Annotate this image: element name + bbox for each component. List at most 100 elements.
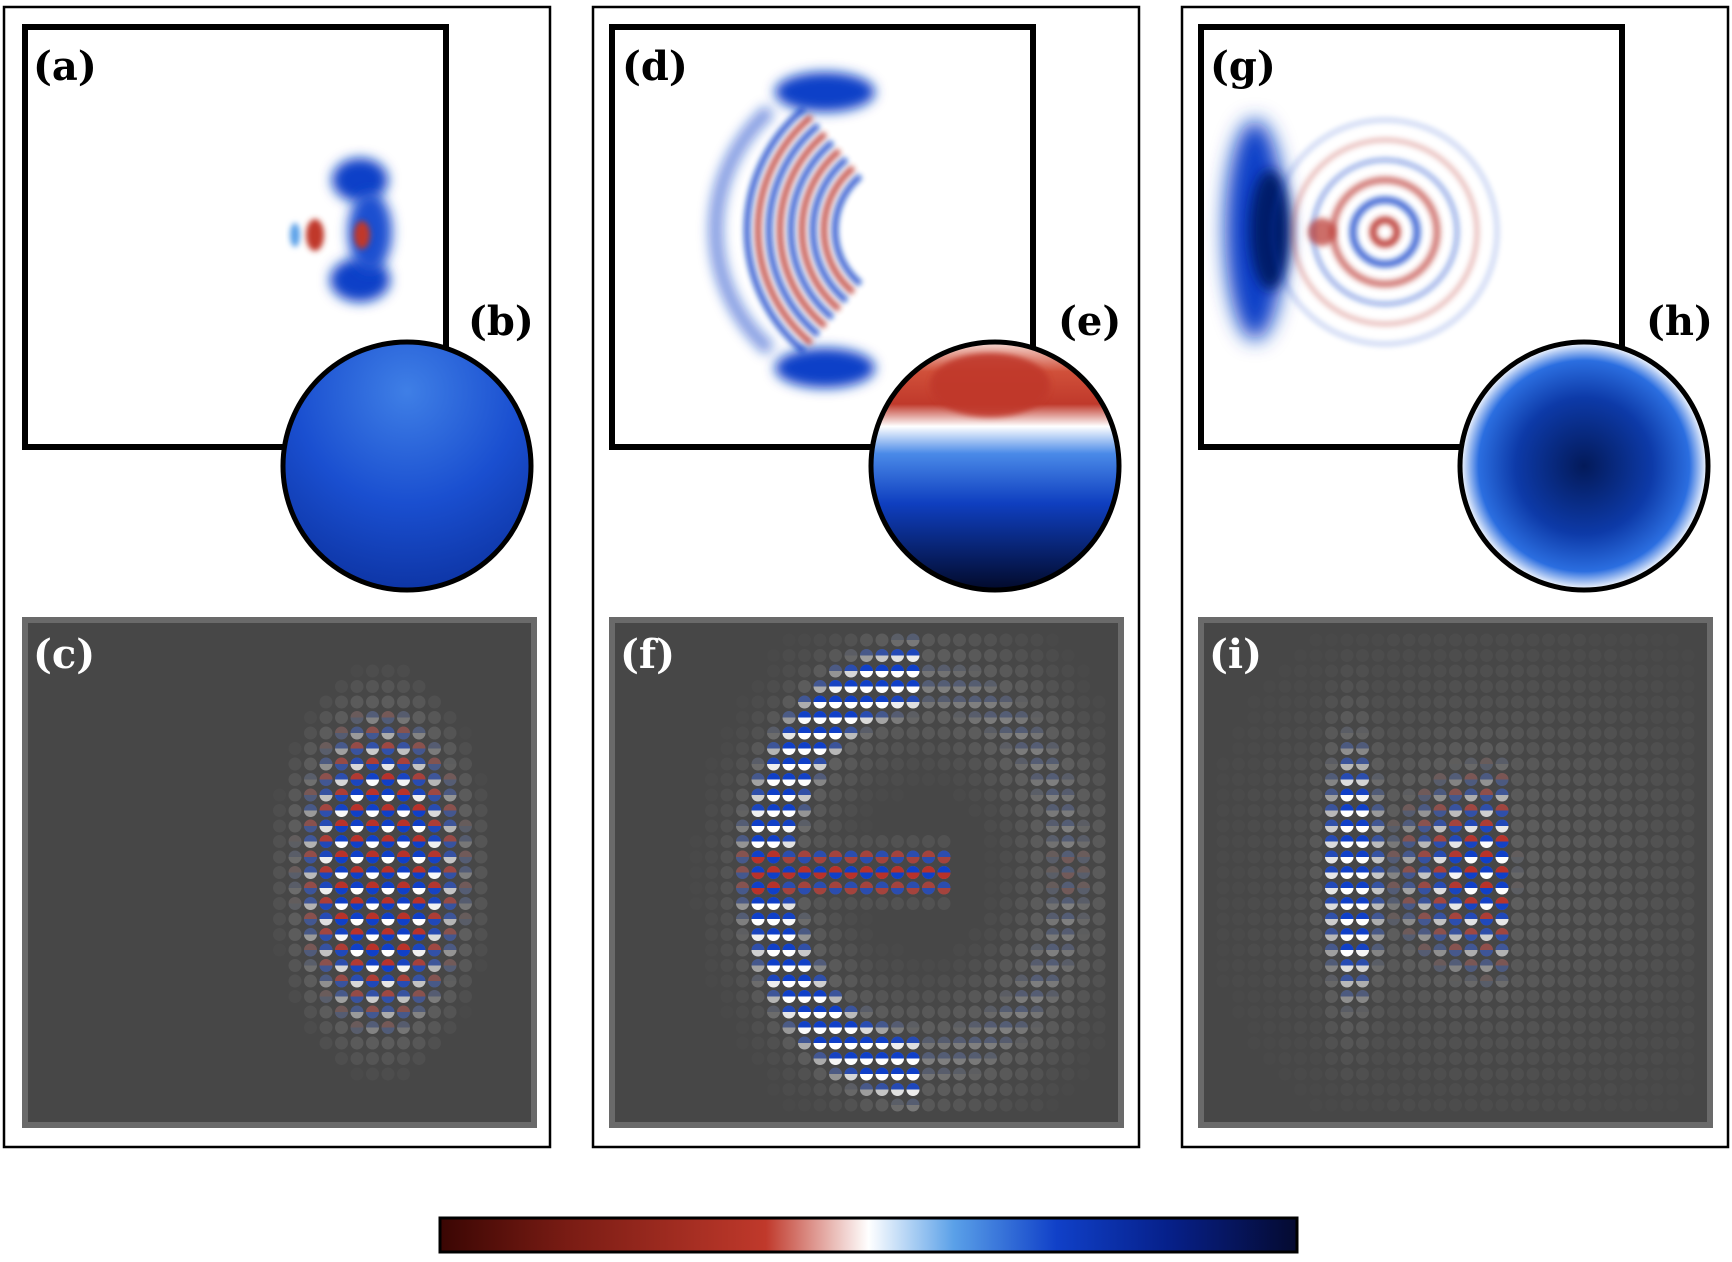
lattice-dot-half <box>304 804 317 811</box>
lattice-dot-half <box>397 748 410 755</box>
lattice-dot-half <box>397 804 410 811</box>
lattice-dot-half <box>1449 919 1462 926</box>
lattice-dot <box>1263 959 1276 972</box>
lattice-dot-half <box>412 788 426 795</box>
lattice-dot <box>844 990 858 1003</box>
lattice-dot-half <box>906 649 920 656</box>
lattice-dot-half <box>319 773 333 780</box>
lattice-dot <box>968 1005 982 1019</box>
lattice-dot-half <box>844 1074 858 1081</box>
lattice-dot-half <box>1325 959 1338 966</box>
lattice-dot-half <box>875 711 889 718</box>
lattice-dot <box>984 850 997 864</box>
wave-arc <box>832 173 863 287</box>
lattice-dot <box>1402 897 1416 910</box>
lattice-dot-half <box>1387 835 1401 842</box>
lattice-dot <box>1030 990 1044 1003</box>
lattice-dot <box>459 742 472 755</box>
lattice-dot <box>1046 804 1059 817</box>
lattice-dot <box>1325 1036 1338 1050</box>
lattice-dot <box>1263 1021 1276 1034</box>
lattice-dot <box>1433 990 1447 1003</box>
lattice-dot <box>1650 881 1664 895</box>
lattice-dot-half <box>1495 773 1509 780</box>
lattice-dot <box>1092 695 1106 709</box>
lattice-dot-half <box>381 773 395 780</box>
lattice-dot <box>906 835 920 848</box>
lattice-dot <box>1046 850 1059 864</box>
lattice-dot-half <box>1371 826 1385 833</box>
lattice-dot-half <box>381 757 395 764</box>
lattice-dot-half <box>860 1052 873 1059</box>
lattice-dot-half <box>1418 888 1431 895</box>
lattice-dot <box>1526 788 1540 802</box>
lattice-dot-half <box>891 888 904 895</box>
lattice-dot-half <box>1325 943 1338 950</box>
lattice-dot <box>705 943 718 957</box>
lattice-dot <box>875 633 889 647</box>
lattice-dot-half <box>906 1058 920 1065</box>
lattice-dot-half <box>366 897 379 904</box>
lattice-dot <box>1015 819 1028 833</box>
lattice-dot-half <box>304 950 317 957</box>
lattice-dot-half <box>891 1027 904 1035</box>
lattice-dot <box>767 1005 780 1019</box>
lattice-dot <box>1681 695 1695 709</box>
lattice-dot <box>1480 1083 1493 1096</box>
lattice-dot <box>984 866 997 879</box>
lattice-dot-half <box>304 841 317 849</box>
lattice-dot <box>1464 1098 1478 1112</box>
lattice-dot-half <box>1418 841 1431 849</box>
lattice-dot-half <box>751 965 765 973</box>
lattice-dot <box>1309 912 1323 926</box>
lattice-dot <box>1433 974 1447 988</box>
lattice-dot-half <box>366 866 379 873</box>
lattice-dot <box>1325 1067 1338 1081</box>
lattice-dot <box>1030 1098 1044 1112</box>
lattice-dot <box>1294 1005 1307 1019</box>
lattice-dot-half <box>1046 826 1059 833</box>
lattice-dot-half <box>1046 757 1059 764</box>
lattice-dot <box>1371 711 1385 724</box>
lattice-dot <box>1542 866 1555 879</box>
lattice-dot-half <box>428 826 441 833</box>
lattice-dot-half <box>1480 912 1493 919</box>
lattice-dot <box>922 695 935 709</box>
lattice-dot-half <box>304 810 317 818</box>
lattice-dot <box>829 974 842 988</box>
lattice-dot <box>1557 912 1571 926</box>
lattice-dot-half <box>1449 950 1462 957</box>
lattice-dot-half <box>999 702 1013 709</box>
lattice-dot <box>953 649 966 662</box>
lattice-dot-half <box>1340 779 1354 786</box>
lattice-dot-half <box>751 850 765 857</box>
lattice-dot <box>720 881 734 895</box>
lattice-dot <box>1650 649 1664 662</box>
lattice-dot <box>1526 633 1540 647</box>
lattice-dot <box>1526 1036 1540 1050</box>
lattice-dot <box>1511 912 1524 926</box>
lattice-dot <box>984 1067 997 1081</box>
lattice-dot <box>1635 943 1648 957</box>
lattice-dot-half <box>443 897 457 904</box>
lattice-dot <box>335 1036 348 1050</box>
lattice-dot <box>1046 1067 1059 1081</box>
lattice-dot-half <box>1015 748 1028 755</box>
lattice-dot-half <box>1402 857 1416 864</box>
lattice-dot-half <box>782 965 796 973</box>
lattice-dot-half <box>844 1012 858 1019</box>
lattice-dot <box>1387 664 1400 678</box>
lattice-dot-half <box>891 1098 904 1105</box>
lattice-dot <box>798 1083 811 1096</box>
lattice-dot-half <box>1356 826 1369 833</box>
lattice-dot <box>443 773 457 786</box>
lattice-dot <box>1650 928 1664 941</box>
lattice-dot-half <box>350 934 364 942</box>
lattice-dot-half <box>751 835 765 842</box>
lattice-dot <box>1402 912 1416 926</box>
lattice-dot-half <box>1015 1027 1028 1035</box>
lattice-dot-half <box>319 742 333 749</box>
lattice-dot <box>1650 726 1664 740</box>
lattice-dot-half <box>1495 819 1509 826</box>
lattice-dot <box>1015 943 1028 957</box>
